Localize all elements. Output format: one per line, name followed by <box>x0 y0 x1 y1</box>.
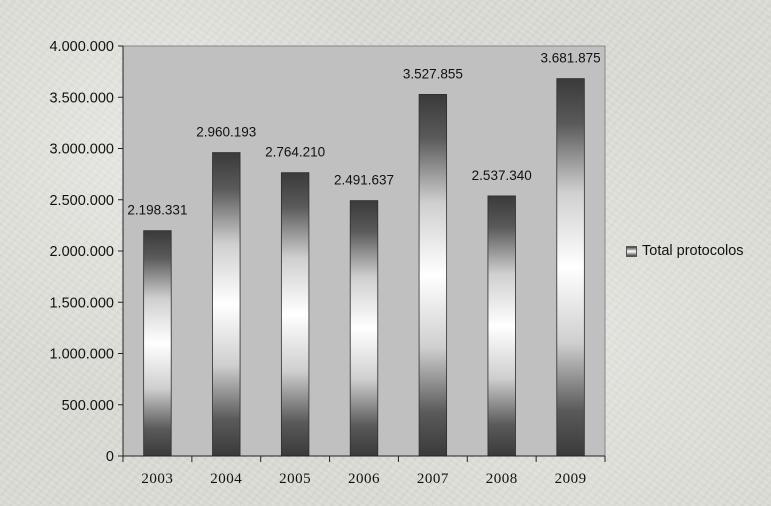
x-tick-label-2003: 2003 <box>141 471 173 487</box>
bar-2007 <box>418 93 448 457</box>
data-label-2003: 2.198.331 <box>127 203 187 218</box>
legend: Total protocolos <box>626 243 744 259</box>
bar-2006 <box>349 200 379 457</box>
x-tick-label-2004: 2004 <box>210 471 242 487</box>
x-tick-label-2009: 2009 <box>555 471 587 487</box>
x-tick-label-2007: 2007 <box>417 471 449 487</box>
axes-layer <box>118 45 606 462</box>
y-tick-label: 2.000.000 <box>49 244 114 260</box>
y-tick-label: 500.000 <box>62 398 114 414</box>
y-tick-label: 3.500.000 <box>49 90 114 106</box>
data-label-2008: 2.537.340 <box>472 168 532 183</box>
labels-layer: 2.198.331 2003 2.960.193 2004 2.764.210 2005 2… <box>49 39 600 487</box>
data-label-2009: 3.681.875 <box>541 51 601 66</box>
data-label-2007: 3.527.855 <box>403 66 463 81</box>
bar-2005 <box>280 172 310 457</box>
bars-layer <box>143 78 585 457</box>
y-tick-label: 1.000.000 <box>49 347 114 363</box>
y-tick-label: 4.000.000 <box>49 39 114 55</box>
legend-swatch-icon <box>626 245 637 257</box>
y-tick-label: 1.500.000 <box>49 295 114 311</box>
data-label-2006: 2.491.637 <box>334 173 394 188</box>
data-label-2004: 2.960.193 <box>196 125 256 140</box>
y-tick-label: 2.500.000 <box>49 193 114 209</box>
legend-label: Total protocolos <box>642 243 744 259</box>
bar-2003 <box>143 230 172 457</box>
y-tick-label: 3.000.000 <box>49 142 114 158</box>
bar-2009 <box>556 78 585 457</box>
y-tick-label: 0 <box>106 449 114 465</box>
x-tick-label-2005: 2005 <box>279 471 311 487</box>
data-label-2005: 2.764.210 <box>265 145 325 160</box>
bar-2008 <box>487 195 516 457</box>
x-tick-label-2006: 2006 <box>348 471 380 487</box>
bar-2004 <box>212 152 241 457</box>
x-tick-label-2008: 2008 <box>486 471 518 487</box>
